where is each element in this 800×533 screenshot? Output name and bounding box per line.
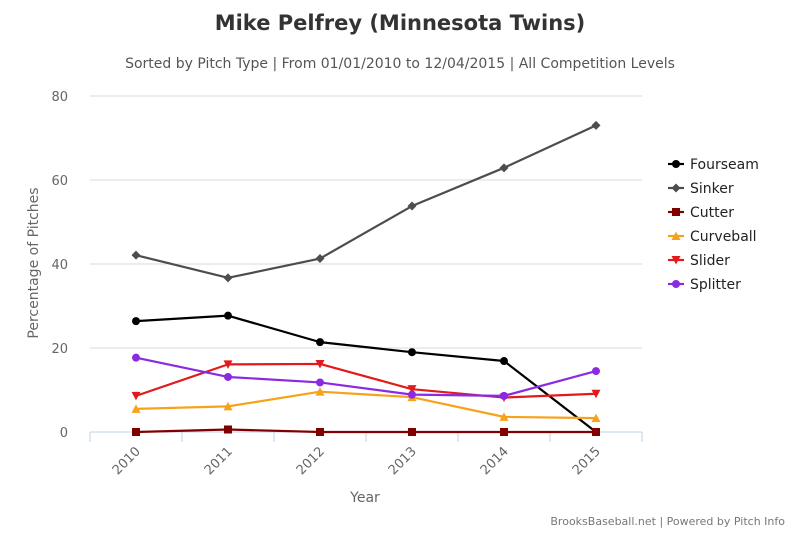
data-point-curveball — [315, 387, 325, 396]
legend-label-fourseam: Fourseam — [690, 157, 759, 173]
legend-item-curveball: Curveball — [668, 229, 757, 245]
data-point-fourseam — [224, 311, 232, 320]
y-tick-label: 80 — [51, 90, 68, 105]
data-point-splitter — [592, 367, 600, 376]
legend-label-slider: Slider — [690, 253, 730, 269]
legend-label-curveball: Curveball — [690, 229, 757, 245]
credit-text: BrooksBaseball.net | Powered by Pitch In… — [550, 515, 785, 528]
chart-title: Mike Pelfrey (Minnesota Twins) — [215, 11, 586, 35]
data-point-splitter — [316, 378, 324, 387]
data-point-sinker — [499, 163, 509, 173]
legend-label-splitter: Splitter — [690, 277, 741, 293]
legend: Fourseam Sinker Cutter Curveball Slider Split… — [668, 157, 759, 293]
data-point-sinker — [223, 273, 233, 283]
data-point-curveball — [223, 401, 233, 411]
data-point-cutter — [316, 428, 324, 436]
legend-label-sinker: Sinker — [690, 181, 734, 197]
data-point-cutter — [592, 428, 600, 436]
data-point-curveball — [131, 404, 141, 413]
data-point-fourseam — [132, 317, 140, 326]
x-axis-title: Year — [349, 490, 380, 506]
series-line-cutter — [135, 428, 596, 434]
data-point-splitter — [224, 372, 232, 381]
data-point-slider — [407, 385, 417, 394]
series-line-splitter — [135, 356, 597, 397]
data-point-splitter — [500, 391, 508, 400]
legend-marker-splitter — [672, 280, 680, 288]
series-curveball — [131, 387, 601, 423]
legend-item-cutter: Cutter — [668, 205, 734, 221]
data-point-curveball — [499, 412, 509, 421]
data-point-fourseam — [500, 357, 508, 366]
legend-marker-curveball — [671, 231, 681, 240]
data-point-sinker — [591, 120, 601, 130]
data-point-cutter — [224, 425, 232, 434]
data-point-cutter — [500, 428, 508, 436]
y-tick-label: 60 — [51, 174, 68, 189]
legend-item-splitter: Splitter — [668, 277, 741, 293]
axes: 0 20 40 60 80 2010 2011 2012 2013 2014 2015 — [51, 90, 643, 478]
x-tick-label: 2013 — [386, 444, 420, 478]
legend-item-sinker: Sinker — [668, 181, 734, 197]
series-line-sinker — [135, 124, 597, 279]
data-point-splitter — [408, 390, 416, 399]
legend-item-fourseam: Fourseam — [668, 157, 759, 173]
data-point-slider — [131, 391, 141, 401]
series-group — [131, 120, 601, 436]
gridlines — [90, 95, 642, 349]
chart-subtitle: Sorted by Pitch Type | From 01/01/2010 t… — [125, 56, 675, 72]
legend-label-cutter: Cutter — [690, 205, 734, 221]
data-point-sinker — [131, 250, 141, 260]
legend-marker-fourseam — [672, 160, 680, 168]
series-sinker — [131, 120, 601, 283]
x-tick-label: 2011 — [202, 444, 236, 478]
data-point-fourseam — [408, 348, 416, 357]
series-line-fourseam — [135, 314, 597, 433]
data-point-fourseam — [316, 338, 324, 347]
data-point-slider — [315, 359, 325, 369]
legend-item-slider: Slider — [668, 253, 730, 269]
legend-marker-sinker — [671, 183, 681, 193]
data-point-cutter — [408, 428, 416, 436]
x-tick-label: 2012 — [294, 444, 328, 478]
y-axis-title: Percentage of Pitches — [26, 187, 42, 338]
data-point-sinker — [315, 254, 325, 264]
data-point-splitter — [132, 353, 140, 362]
y-tick-label: 40 — [51, 258, 68, 273]
y-tick-label: 20 — [51, 342, 68, 357]
series-line-slider — [135, 362, 597, 399]
data-point-slider — [591, 389, 601, 399]
data-point-slider — [223, 360, 233, 369]
data-point-curveball — [591, 413, 601, 423]
legend-marker-slider — [671, 256, 681, 265]
series-splitter — [132, 353, 600, 400]
data-point-cutter — [132, 428, 140, 436]
legend-marker-cutter — [672, 208, 680, 216]
x-tick-label: 2014 — [478, 444, 512, 478]
y-tick-label: 0 — [60, 426, 68, 441]
x-tick-label: 2010 — [110, 444, 144, 478]
x-tick-label: 2015 — [570, 444, 604, 478]
series-line-curveball — [135, 390, 597, 420]
series-cutter — [132, 425, 600, 436]
data-point-sinker — [407, 201, 417, 211]
